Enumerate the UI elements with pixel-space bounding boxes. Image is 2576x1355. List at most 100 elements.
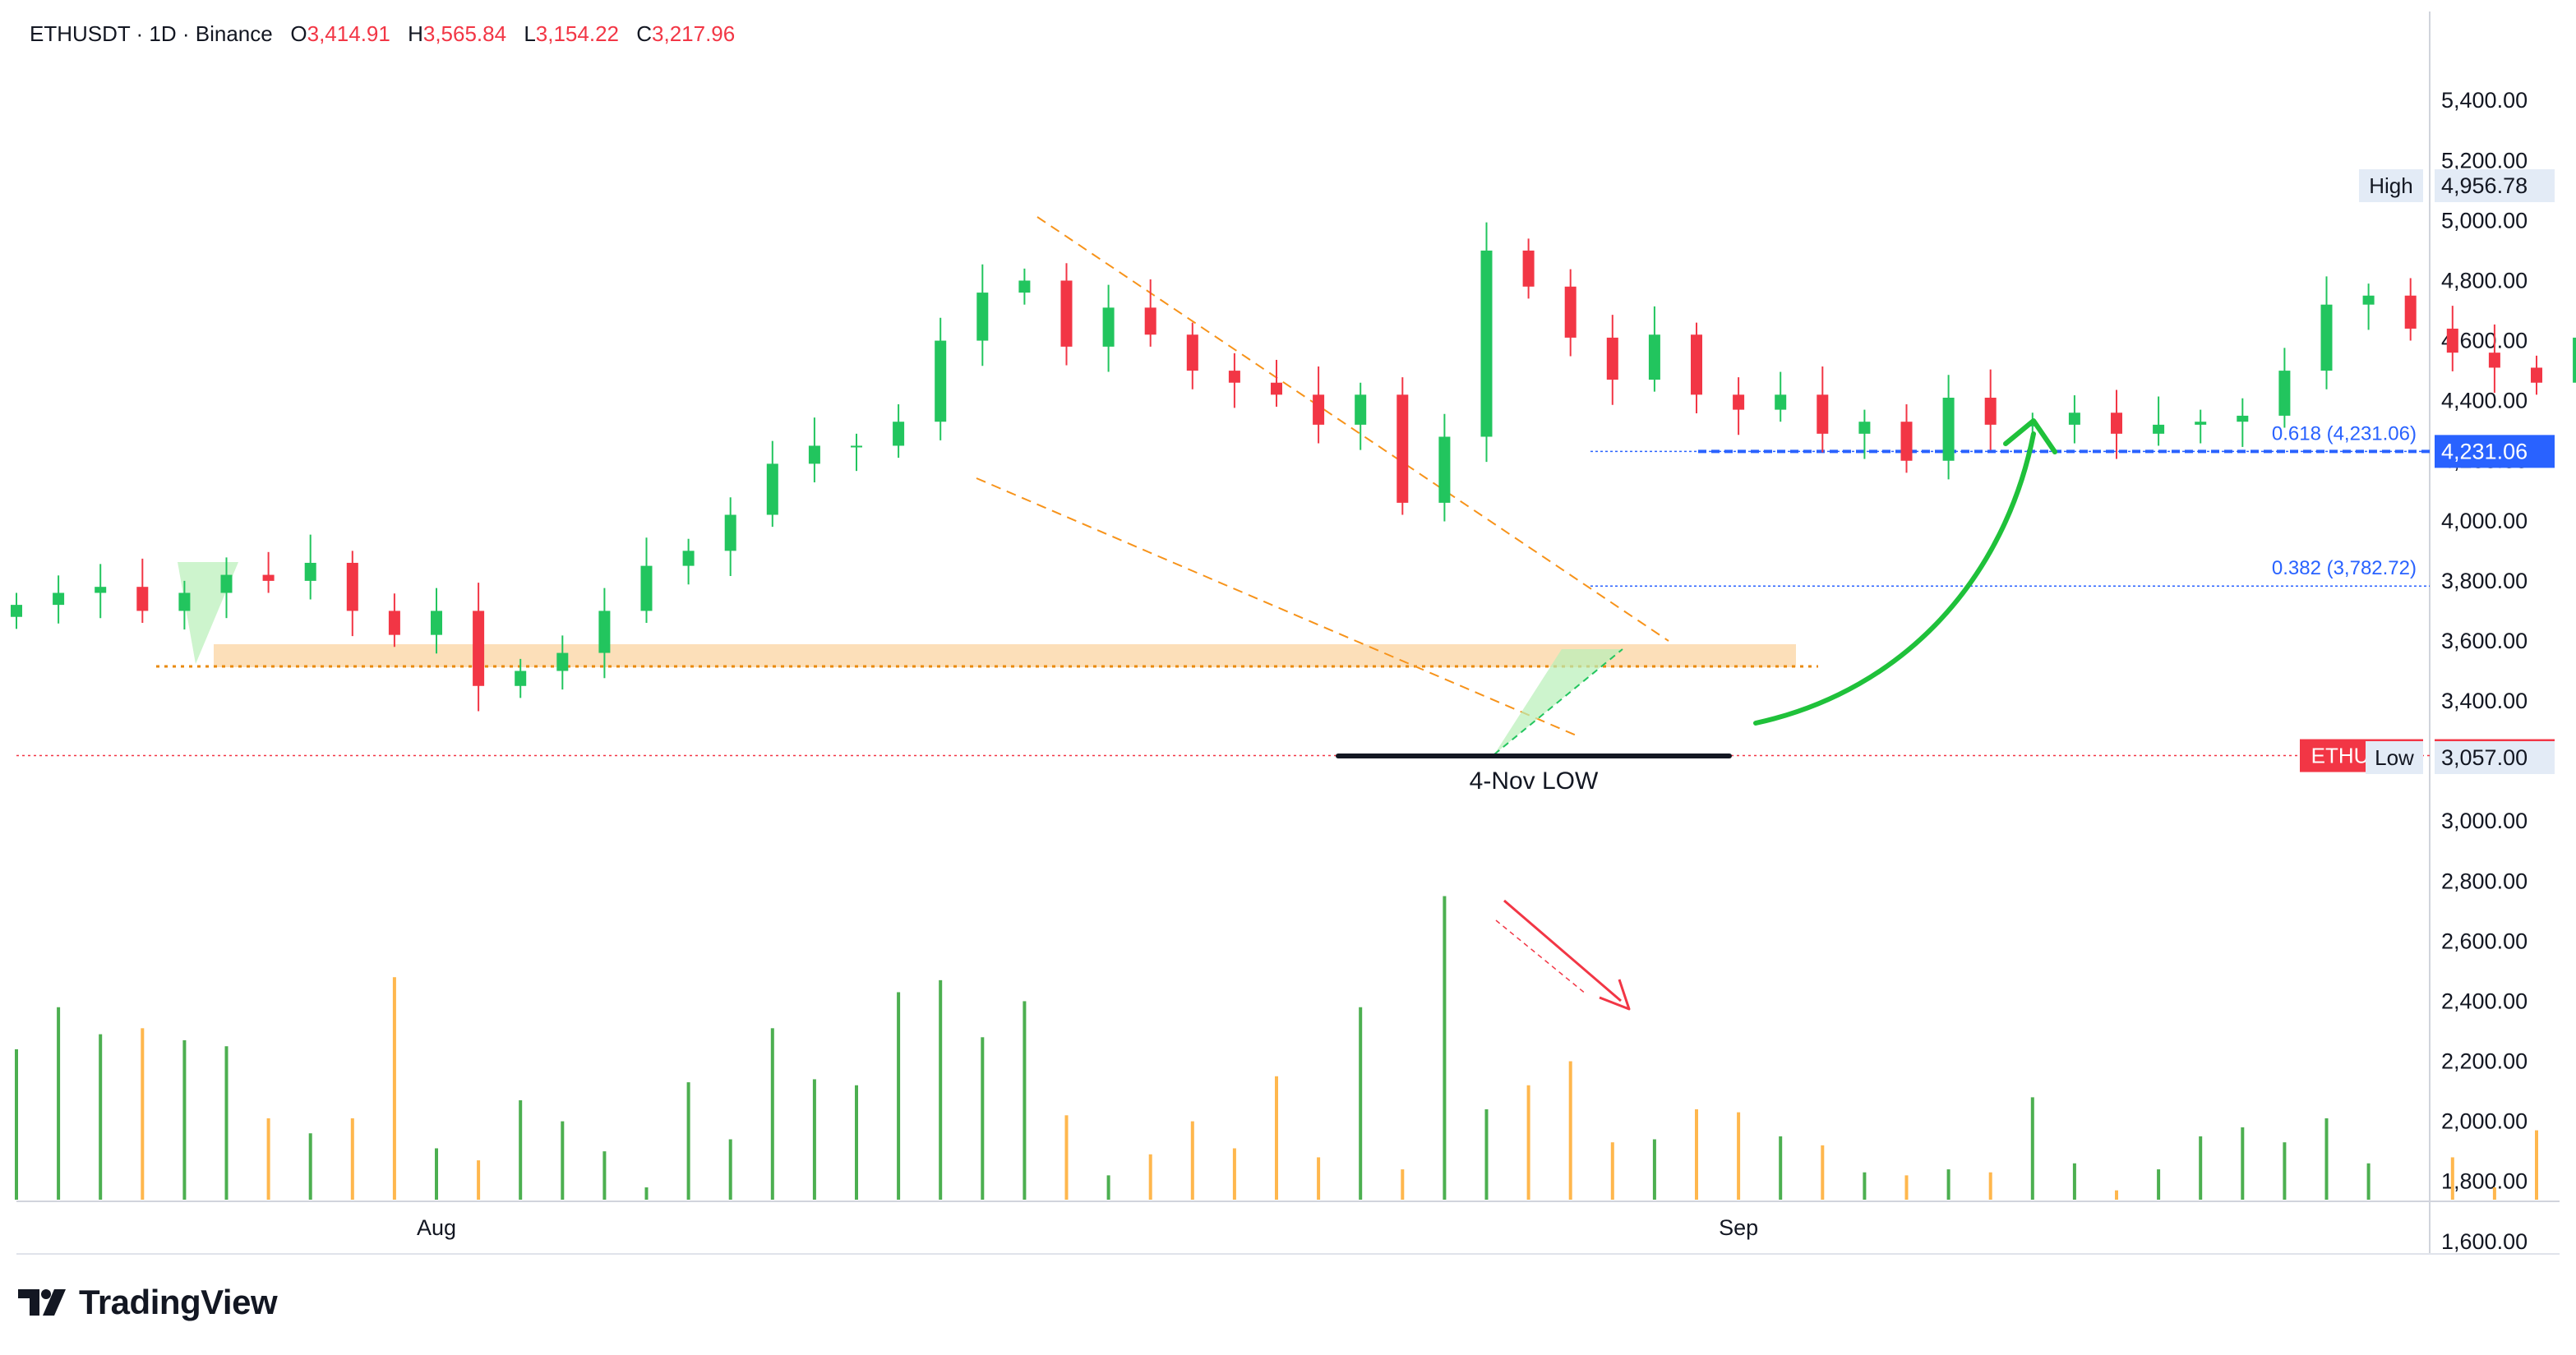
candle-body — [1018, 280, 1031, 293]
candle-body — [976, 293, 989, 341]
candle-body — [515, 671, 527, 686]
low-badge-value-text: 3,057.00 — [2441, 745, 2528, 770]
volume-bar — [939, 979, 943, 1200]
candle-body — [598, 611, 611, 653]
volume-bar — [897, 992, 901, 1200]
candle-body — [1480, 250, 1493, 437]
fib-badge-value-text: 4,231.06 — [2441, 439, 2528, 463]
candle — [2320, 276, 2333, 389]
candles — [11, 222, 2576, 712]
candle-body — [11, 605, 22, 617]
open-value: 3,414.91 — [307, 21, 390, 46]
y-tick-label: 5,000.00 — [2441, 208, 2528, 233]
x-tick-label: Sep — [1719, 1215, 1758, 1240]
y-tick-label: 2,000.00 — [2441, 1109, 2528, 1134]
candle-body — [1858, 422, 1871, 434]
volume-bar — [1652, 1139, 1656, 1200]
volume-bar — [1904, 1175, 1909, 1200]
candle-body — [178, 592, 191, 611]
candle — [2237, 398, 2249, 447]
volume-bar — [99, 1034, 103, 1200]
low-value: 3,154.22 — [535, 21, 619, 46]
y-tick-label: 2,600.00 — [2441, 929, 2528, 953]
candle — [1186, 322, 1198, 389]
high-badge: High 4,956.78 — [2359, 169, 2555, 202]
candle — [53, 575, 65, 624]
close-value: 3,217.96 — [652, 21, 736, 46]
candle — [1858, 409, 1871, 459]
candle — [346, 551, 358, 637]
candle-body — [2531, 367, 2542, 383]
x-tick-label: Aug — [417, 1215, 456, 1240]
volume-bar — [350, 1118, 354, 1200]
candle — [1564, 269, 1577, 357]
volume-bar — [308, 1133, 312, 1200]
candle — [1606, 315, 1618, 405]
candle — [2362, 283, 2375, 330]
y-tick-label: 4,400.00 — [2441, 389, 2528, 413]
candle-body — [1060, 280, 1073, 347]
volume-bar — [2157, 1169, 2161, 1200]
candle-body — [262, 574, 275, 581]
y-tick-label: 3,600.00 — [2441, 629, 2528, 653]
candle — [1438, 413, 1451, 522]
triangle-dashed-edge — [1493, 648, 1623, 755]
candle — [388, 593, 400, 648]
projection-arrow — [1753, 431, 2036, 726]
candle-body — [136, 587, 149, 611]
candle-body — [1438, 436, 1451, 503]
candle — [1480, 222, 1493, 463]
candle-body — [2195, 422, 2207, 425]
candle-body — [1984, 397, 1997, 425]
fib-618-label: 0.618 (4,231.06) — [2272, 422, 2417, 445]
fib-382-label: 0.382 (3,782.72) — [2272, 557, 2417, 579]
candle-body — [2362, 295, 2375, 305]
volume-bar — [2030, 1097, 2034, 1200]
open-label: O — [290, 21, 307, 46]
candle-body — [1900, 422, 1913, 461]
volume-bar — [1359, 1007, 1363, 1200]
candle-body — [220, 574, 233, 593]
volume-bar — [2199, 1136, 2203, 1200]
volume-bar — [561, 1121, 565, 1200]
volume-bar — [1023, 1001, 1027, 1200]
volume-bar — [1443, 896, 1447, 1200]
candle — [2404, 278, 2417, 341]
candle — [1522, 238, 1535, 299]
candle-body — [1606, 337, 1618, 380]
volume-bar — [855, 1085, 858, 1200]
volume-decline-arrowhead — [1599, 979, 1631, 1011]
candle — [2278, 348, 2291, 428]
volume-bar — [182, 1039, 187, 1200]
candle — [1817, 366, 1829, 453]
y-tick-label: 5,400.00 — [2441, 88, 2528, 113]
volume-bar — [1275, 1076, 1278, 1200]
candle — [1018, 268, 1031, 305]
candle — [1102, 284, 1115, 372]
candle-body — [2404, 295, 2417, 329]
candle-body — [2153, 424, 2165, 434]
volume-bar — [2241, 1127, 2245, 1200]
candle-body — [1313, 394, 1325, 425]
volume-bar — [435, 1148, 438, 1200]
fib-badge: 4,231.06 — [2435, 435, 2555, 468]
candle-body — [1733, 394, 1745, 410]
volume-bar — [602, 1151, 607, 1200]
y-tick-label: 2,200.00 — [2441, 1049, 2528, 1074]
candle-body — [1396, 394, 1409, 503]
candle-body — [2573, 337, 2576, 383]
candle-body — [95, 587, 107, 593]
candle — [11, 592, 22, 629]
candle — [304, 534, 316, 600]
high-badge-value-box — [2435, 169, 2555, 202]
tradingview-logo[interactable]: TradingView — [18, 1282, 278, 1323]
candle-body — [2111, 412, 2122, 434]
volume-bar — [1988, 1172, 1992, 1200]
volume-bar — [266, 1118, 270, 1200]
candle — [1942, 375, 1955, 480]
candle-body — [2068, 412, 2080, 425]
candle-body — [2278, 371, 2291, 416]
volume-bar — [224, 1046, 229, 1200]
